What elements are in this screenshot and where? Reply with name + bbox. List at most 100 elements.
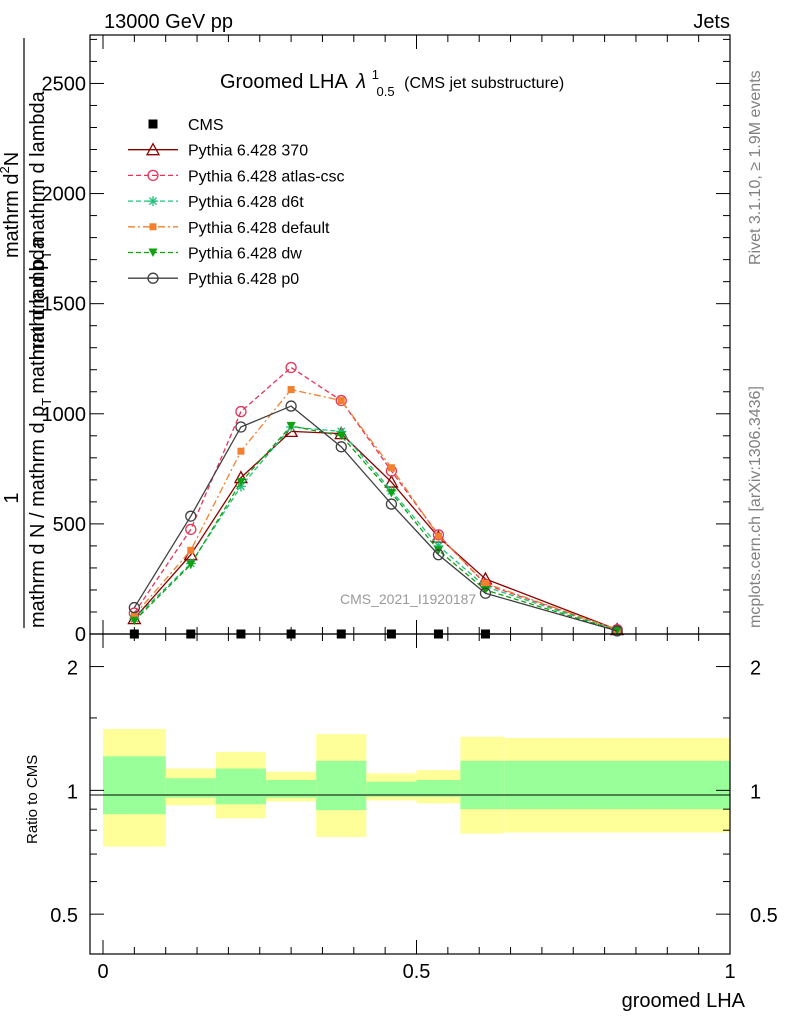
legend-label: Pythia 6.428 370 — [188, 143, 308, 160]
xtick-label: 0.5 — [403, 961, 431, 983]
data-point — [285, 400, 297, 412]
main-frame — [89, 34, 731, 635]
legend-marker — [147, 169, 159, 182]
data-point — [286, 421, 296, 431]
chart-title: Groomed LHA λ 1 0.5 (CMS jet substructur… — [220, 62, 564, 101]
inner-band — [416, 779, 461, 797]
title-lambda: λ — [355, 71, 366, 93]
inner-band — [366, 781, 417, 797]
inner-band — [460, 760, 505, 810]
main-ytick-label: 500 — [53, 514, 86, 536]
inner-band — [504, 760, 730, 810]
title-main: Groomed LHA — [220, 71, 348, 93]
inner-band — [316, 760, 367, 811]
inner-band — [165, 778, 216, 798]
series-6 — [128, 400, 623, 637]
data-point — [337, 397, 345, 405]
ratio-frame — [89, 633, 731, 955]
ylabel-line2: mathrm d pTmathrm d lambda — [27, 90, 54, 360]
legend-label: Pythia 6.428 default — [188, 220, 330, 237]
ratio-ytick-label: 2 — [67, 658, 78, 680]
data-point — [285, 361, 297, 374]
legend-label: Pythia 6.428 p0 — [188, 271, 299, 288]
legend: CMS Pythia 6.428 370 Pythia 6.428 atlas-cs… — [128, 117, 345, 288]
legend-item: Pythia 6.428 atlas-csc — [128, 168, 345, 185]
data-point — [237, 447, 245, 455]
data-point — [434, 532, 442, 540]
legend-item: Pythia 6.428 default — [128, 220, 330, 237]
title-sub: 0.5 — [377, 84, 395, 99]
legend-marker — [149, 223, 157, 231]
legend-label: CMS — [188, 117, 224, 134]
rivet-label: Rivet 3.1.10, ≥ 1.9M events — [747, 70, 764, 265]
watermark: CMS_2021_I1920187 — [340, 591, 476, 607]
data-point — [185, 510, 197, 522]
data-point — [611, 625, 623, 637]
series-4 — [130, 386, 621, 634]
data-point — [335, 394, 347, 407]
data-point — [186, 560, 196, 570]
main-axis-ticks — [90, 35, 731, 635]
legend-item: CMS — [148, 117, 224, 134]
data-point — [432, 529, 445, 541]
data-point — [479, 587, 492, 599]
data-point — [236, 478, 246, 487]
title-sup: 1 — [372, 67, 379, 82]
legend-label: Pythia 6.428 atlas-csc — [188, 168, 345, 185]
title-paren: (CMS jet substructure) — [404, 75, 564, 92]
ratio-y-label: Ratio to CMS — [24, 755, 41, 844]
ratio-ytick-label-right: 2 — [750, 658, 761, 680]
data-point — [187, 546, 195, 554]
data-point — [235, 405, 247, 418]
data-point — [386, 489, 396, 498]
series-line — [133, 388, 618, 631]
ratio-ytick-label: 0.5 — [50, 905, 78, 927]
main-y-label: 1 mathrm d2N mathrm d pTmathrm d lambda … — [0, 38, 54, 628]
main-ytick-label: 2000 — [42, 184, 87, 206]
data-point — [185, 523, 197, 536]
data-point — [481, 579, 489, 587]
series-line — [133, 405, 618, 632]
legend-marker — [147, 272, 159, 284]
main-y-tick-labels: 0 500 1000 1500 2000 2500 — [42, 73, 87, 646]
xtick-label: 0 — [97, 961, 108, 983]
legend-marker — [148, 196, 158, 207]
series-5 — [129, 421, 622, 635]
series-layer — [127, 361, 625, 639]
ratio-ytick-label: 1 — [67, 781, 78, 803]
data-point — [433, 546, 443, 555]
data-point — [129, 616, 139, 626]
ylabel-line1: mathrm d2N — [0, 152, 23, 258]
xtick-label: 1 — [724, 961, 735, 983]
legend-item: Pythia 6.428 dw — [128, 246, 302, 263]
data-point — [130, 611, 138, 619]
main-ytick-label: 1000 — [42, 404, 87, 426]
ratio-ytick-label-right: 0.5 — [750, 905, 778, 927]
legend-label: Pythia 6.428 d6t — [188, 194, 304, 211]
main-plot: 0 500 1000 1500 2000 2500 CMS_2021_I1920187 G… — [42, 34, 731, 646]
ratio-ytick-label-right: 1 — [750, 781, 761, 803]
inner-band — [103, 756, 166, 815]
x-axis-label: groomed LHA — [622, 990, 746, 1012]
data-point — [336, 431, 346, 441]
mcplots-label: mcplots.cern.ch [arXiv:1306.3436] — [747, 386, 764, 628]
main-ytick-label: 2500 — [42, 73, 87, 95]
data-point — [335, 441, 347, 453]
data-point — [385, 498, 398, 510]
data-point — [387, 464, 395, 472]
legend-label: Pythia 6.428 dw — [188, 246, 302, 263]
ratio-plot: 0.5 0.51 12 2 0 0.5 1 Ratio to CMS groomed LH… — [24, 633, 778, 1012]
ylabel-top: 1 — [1, 492, 23, 503]
header-left: 13000 GeV pp — [104, 11, 233, 33]
main-ytick-label: 0 — [75, 624, 86, 646]
data-point — [235, 421, 247, 433]
legend-marker — [148, 248, 158, 257]
ratio-x-tick-labels: 0 0.5 1 — [97, 961, 735, 983]
legend-item: Pythia 6.428 d6t — [128, 194, 304, 211]
ylabel-line3: mathrm d N / mathrm d pTmathrm d lambda — [27, 237, 54, 628]
inner-band — [215, 768, 267, 805]
legend-marker — [145, 142, 161, 156]
ratio-bands — [103, 728, 730, 847]
data-point — [128, 601, 141, 614]
